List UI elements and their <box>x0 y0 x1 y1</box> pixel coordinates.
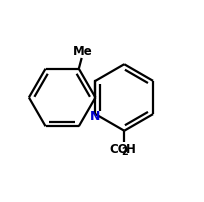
Text: CO: CO <box>109 142 128 155</box>
Text: Me: Me <box>72 45 92 58</box>
Text: H: H <box>125 142 135 155</box>
Text: 2: 2 <box>120 146 127 156</box>
Text: N: N <box>89 110 100 123</box>
